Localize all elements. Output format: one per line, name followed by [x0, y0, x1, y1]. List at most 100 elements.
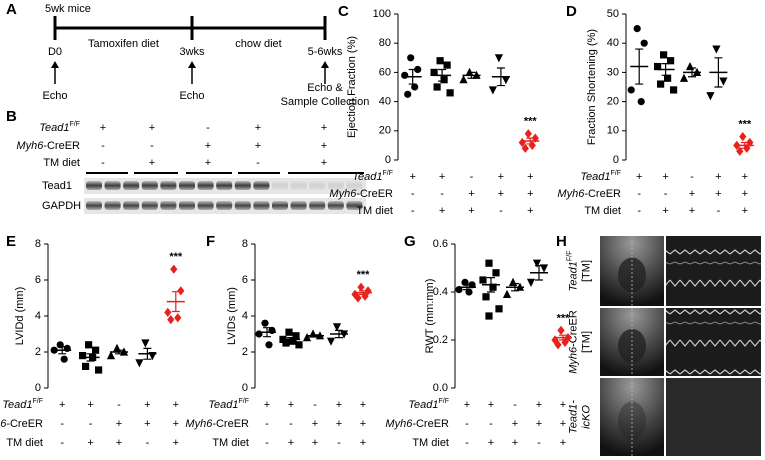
genotype-sign: +	[527, 205, 533, 217]
genotype-sign: +	[173, 418, 179, 430]
band-label: Tead1	[42, 180, 72, 192]
y-tick-label: 30	[607, 66, 619, 78]
genotype-sign: +	[59, 399, 65, 411]
data-point	[85, 341, 93, 349]
sem-bar	[311, 334, 319, 338]
row-label: Tead1F/F	[580, 170, 621, 183]
y-tick-label: 0.2	[433, 334, 448, 346]
data-point	[436, 57, 444, 65]
y-tick-label: 0	[613, 154, 619, 166]
mmode-image	[666, 236, 761, 306]
data-point	[95, 366, 103, 374]
genotype-sign: +	[360, 399, 366, 411]
genotype-sign: -	[146, 437, 150, 449]
event-label: Echo &	[307, 82, 343, 94]
blot-band	[179, 181, 195, 190]
blot-band	[160, 181, 177, 190]
data-point	[526, 278, 536, 287]
data-point	[292, 332, 300, 340]
row-label: TM diet	[356, 205, 393, 217]
genotype-sign: +	[498, 188, 504, 200]
genotype-sign: +	[536, 399, 542, 411]
genotype-sign: -	[206, 122, 210, 134]
genotype-sign: +	[409, 171, 415, 183]
data-point	[167, 315, 175, 325]
data-point	[82, 362, 90, 370]
superscript: F/F	[239, 398, 250, 405]
data-point	[92, 346, 100, 354]
row-label: Tead1F/F	[39, 121, 80, 134]
genotype-sign: +	[264, 399, 270, 411]
data-point	[411, 83, 419, 91]
sem-bar	[496, 67, 505, 87]
y-tick-label: 2	[242, 346, 248, 358]
data-point	[430, 68, 438, 76]
data-point	[357, 282, 365, 292]
sem-bar	[58, 346, 67, 355]
y-tick-label: 0	[242, 382, 248, 394]
data-point	[508, 277, 518, 286]
genotype-sign: +	[116, 418, 122, 430]
genotype-sign: +	[715, 171, 721, 183]
y-tick-label: 2	[35, 346, 41, 358]
italic-text: Myh6	[557, 188, 585, 200]
arrow-head	[321, 61, 329, 68]
panel-letter: E	[6, 233, 16, 250]
y-tick-label: 100	[373, 8, 391, 20]
italic-text: icKO	[580, 405, 592, 429]
italic-text: Tead1-	[567, 400, 579, 434]
text: -CreER	[412, 418, 449, 430]
blot-band	[272, 181, 288, 190]
text: -CreER	[43, 140, 80, 152]
italic-text: Myh6	[0, 418, 7, 430]
y-tick-label: 40	[379, 96, 391, 108]
genotype-sign: +	[439, 171, 445, 183]
genotype-sign: -	[664, 188, 668, 200]
arrow-head	[51, 61, 59, 68]
genotype-sign: +	[715, 188, 721, 200]
timeline-start: 5wk mice	[45, 3, 91, 15]
row-label: [TM]	[580, 331, 592, 353]
genotype-sign: +	[144, 399, 150, 411]
data-point	[482, 293, 490, 301]
genotype-sign: +	[464, 399, 470, 411]
data-point	[561, 337, 569, 347]
text: TM diet	[6, 437, 43, 449]
sem-bar	[359, 290, 367, 295]
text: TM diet	[43, 157, 80, 169]
data-point	[495, 305, 503, 313]
blot-band	[346, 201, 363, 210]
sem-bar	[263, 327, 271, 338]
sem-bar	[287, 337, 295, 342]
panel-letter: C	[338, 3, 349, 20]
genotype-sign: +	[662, 171, 668, 183]
genotype-sign: +	[742, 171, 748, 183]
italic-text: Tead1	[580, 171, 610, 183]
genotype-sign: +	[205, 157, 211, 169]
blot-band	[179, 201, 195, 210]
text: TM diet	[412, 437, 449, 449]
data-point	[265, 341, 273, 349]
phase-label: Tamoxifen diet	[88, 38, 159, 50]
significance: ***	[169, 251, 183, 263]
genotype-sign: +	[662, 205, 668, 217]
text: -CreER	[6, 418, 43, 430]
superscript: F/F	[439, 398, 450, 405]
blot-band	[253, 181, 270, 190]
italic-text: Myh6	[567, 346, 579, 374]
blot-band	[309, 201, 326, 210]
data-point	[654, 62, 662, 71]
sem-bar	[463, 284, 471, 291]
genotype-sign: +	[488, 437, 494, 449]
sem-bar	[740, 141, 749, 149]
sem-bar	[559, 334, 567, 341]
y-tick-label: 0	[385, 154, 391, 166]
sem-bar	[115, 349, 123, 355]
genotype-sign: +	[255, 140, 261, 152]
text: TM diet	[212, 437, 249, 449]
sem-bar	[635, 48, 644, 85]
genotype-sign: +	[321, 122, 327, 134]
genotype-sign: +	[636, 171, 642, 183]
superscript: F/F	[611, 170, 622, 177]
data-point	[640, 39, 648, 47]
